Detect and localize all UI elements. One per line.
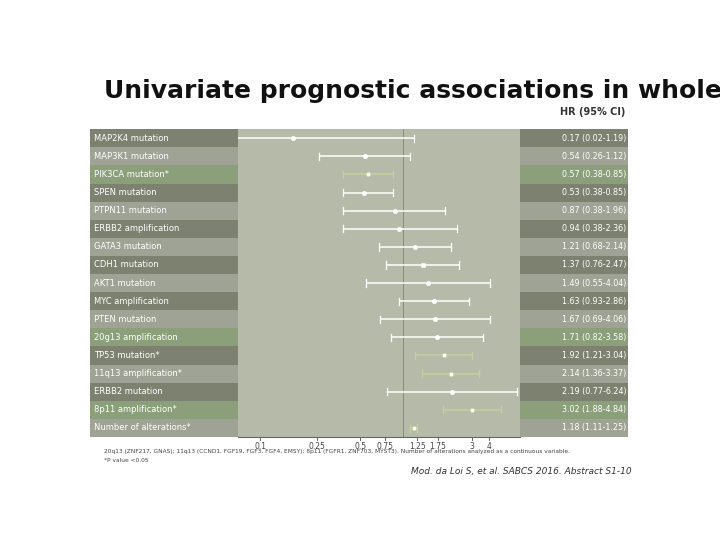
Text: 1.37 (0.76-2.47): 1.37 (0.76-2.47): [562, 260, 626, 269]
Text: 1.49 (0.55-4.04): 1.49 (0.55-4.04): [562, 279, 626, 288]
Bar: [90, 201, 238, 220]
Text: PIK3CA mutation*: PIK3CA mutation*: [94, 170, 169, 179]
Bar: [520, 147, 629, 165]
Bar: [90, 347, 238, 364]
Bar: [90, 292, 238, 310]
Text: Number of alterations*: Number of alterations*: [94, 423, 192, 433]
Text: 0.87 (0.38-1.96): 0.87 (0.38-1.96): [562, 206, 626, 215]
Text: 8p11 amplification*: 8p11 amplification*: [94, 406, 177, 414]
Bar: [520, 292, 629, 310]
Bar: [520, 201, 629, 220]
Bar: [238, 347, 520, 364]
Bar: [238, 220, 520, 238]
Bar: [90, 147, 238, 165]
Bar: [238, 256, 520, 274]
Text: CDH1 mutation: CDH1 mutation: [94, 260, 159, 269]
Text: 0.5: 0.5: [354, 442, 366, 451]
Bar: [90, 364, 238, 383]
Bar: [90, 383, 238, 401]
Text: 1.67 (0.69-4.06): 1.67 (0.69-4.06): [562, 315, 626, 324]
Bar: [90, 184, 238, 201]
Bar: [238, 292, 520, 310]
Text: 0.53 (0.38-0.85): 0.53 (0.38-0.85): [562, 188, 626, 197]
Text: Univariate prognostic associations in whole cohort: Univariate prognostic associations in wh…: [104, 79, 720, 103]
Bar: [238, 310, 520, 328]
Bar: [520, 238, 629, 256]
Text: 0.1: 0.1: [254, 442, 266, 451]
Bar: [90, 220, 238, 238]
Bar: [90, 256, 238, 274]
Bar: [238, 328, 520, 347]
Bar: [520, 419, 629, 437]
Text: TP53 mutation*: TP53 mutation*: [94, 351, 160, 360]
Bar: [90, 328, 238, 347]
Text: 11q13 amplification*: 11q13 amplification*: [94, 369, 182, 378]
Text: 20q13 (ZNF217, GNAS); 11q13 (CCND1, FGF19, FGF3, FGF4, EMSY); 8p11 (FGFR1, ZNF70: 20q13 (ZNF217, GNAS); 11q13 (CCND1, FGF1…: [104, 449, 570, 455]
Bar: [238, 184, 520, 201]
Bar: [238, 147, 520, 165]
Bar: [90, 165, 238, 184]
Text: 0.94 (0.38-2.36): 0.94 (0.38-2.36): [562, 224, 626, 233]
Text: PTPN11 mutation: PTPN11 mutation: [94, 206, 167, 215]
Text: 1.75: 1.75: [430, 442, 446, 451]
Text: 1.71 (0.82-3.58): 1.71 (0.82-3.58): [562, 333, 626, 342]
Text: 4: 4: [487, 442, 492, 451]
Bar: [520, 383, 629, 401]
Text: MAP3K1 mutation: MAP3K1 mutation: [94, 152, 169, 161]
Text: 2.19 (0.77-6.24): 2.19 (0.77-6.24): [562, 387, 626, 396]
Bar: [238, 364, 520, 383]
Text: 0.25: 0.25: [309, 442, 325, 451]
Text: SPEN mutation: SPEN mutation: [94, 188, 157, 197]
Bar: [238, 383, 520, 401]
Bar: [90, 129, 238, 147]
Bar: [90, 274, 238, 292]
Text: ERBB2 amplification: ERBB2 amplification: [94, 224, 180, 233]
Bar: [520, 364, 629, 383]
Bar: [90, 419, 238, 437]
Text: 1.18 (1.11-1.25): 1.18 (1.11-1.25): [562, 423, 626, 433]
Bar: [520, 274, 629, 292]
Text: MAP2K4 mutation: MAP2K4 mutation: [94, 134, 169, 143]
Bar: [238, 401, 520, 419]
Bar: [238, 165, 520, 184]
Text: AKT1 mutation: AKT1 mutation: [94, 279, 156, 288]
Text: 1.25: 1.25: [409, 442, 426, 451]
Text: *P value <0.05: *P value <0.05: [104, 458, 148, 463]
Text: HR (95% CI): HR (95% CI): [560, 107, 626, 117]
Bar: [90, 238, 238, 256]
Bar: [520, 310, 629, 328]
Text: 1.63 (0.93-2.86): 1.63 (0.93-2.86): [562, 296, 626, 306]
Bar: [520, 220, 629, 238]
Text: 2.14 (1.36-3.37): 2.14 (1.36-3.37): [562, 369, 626, 378]
Bar: [238, 419, 520, 437]
Bar: [238, 129, 520, 147]
Bar: [238, 238, 520, 256]
Bar: [520, 328, 629, 347]
Text: 0.54 (0.26-1.12): 0.54 (0.26-1.12): [562, 152, 626, 161]
Text: 1.92 (1.21-3.04): 1.92 (1.21-3.04): [562, 351, 626, 360]
Text: 0.17 (0.02-1.19): 0.17 (0.02-1.19): [562, 134, 626, 143]
Text: 20g13 amplification: 20g13 amplification: [94, 333, 179, 342]
Bar: [90, 310, 238, 328]
Text: 3: 3: [469, 442, 474, 451]
Text: Mod. da Loi S, et al. SABCS 2016. Abstract S1-10: Mod. da Loi S, et al. SABCS 2016. Abstra…: [410, 468, 631, 476]
Bar: [238, 274, 520, 292]
Bar: [520, 347, 629, 364]
Text: MYC amplification: MYC amplification: [94, 296, 169, 306]
Bar: [520, 401, 629, 419]
Bar: [520, 184, 629, 201]
Text: 0.75: 0.75: [377, 442, 394, 451]
Bar: [520, 256, 629, 274]
Bar: [90, 401, 238, 419]
Text: 1.21 (0.68-2.14): 1.21 (0.68-2.14): [562, 242, 626, 252]
Bar: [520, 165, 629, 184]
Text: ERBB2 mutation: ERBB2 mutation: [94, 387, 163, 396]
Bar: [238, 201, 520, 220]
Text: GATA3 mutation: GATA3 mutation: [94, 242, 162, 252]
Text: 3.02 (1.88-4.84): 3.02 (1.88-4.84): [562, 406, 626, 414]
Text: 0.57 (0.38-0.85): 0.57 (0.38-0.85): [562, 170, 626, 179]
Bar: [520, 129, 629, 147]
Text: PTEN mutation: PTEN mutation: [94, 315, 157, 324]
